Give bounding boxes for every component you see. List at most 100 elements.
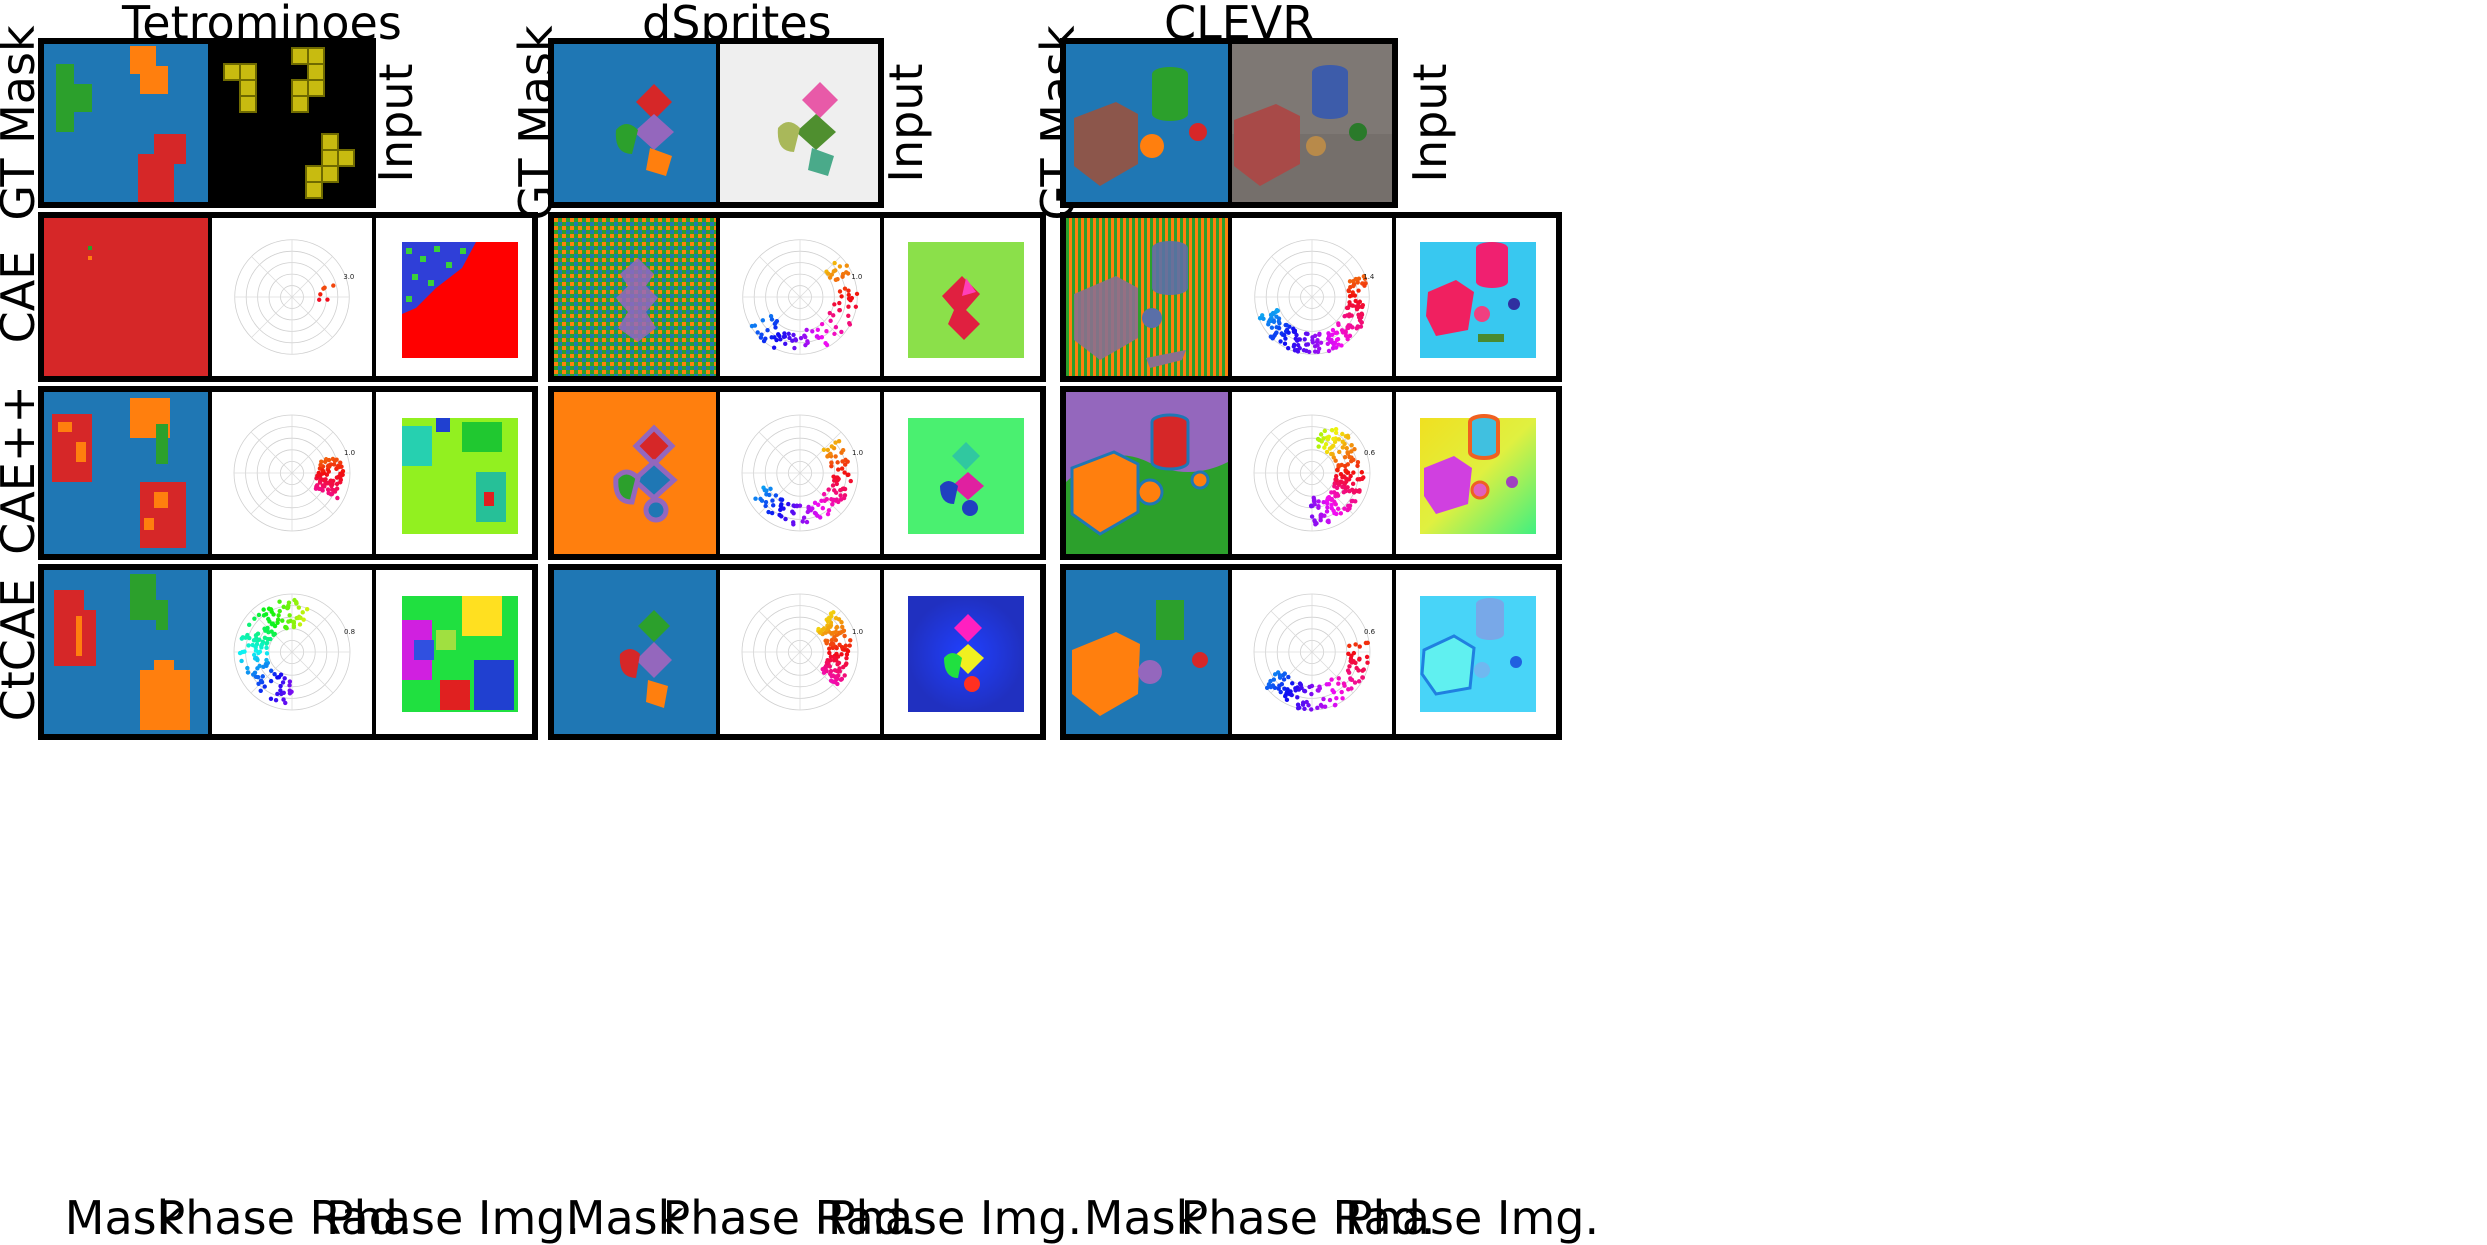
polar-point [765, 327, 770, 333]
polar-point [1285, 346, 1291, 351]
polar-point [839, 466, 845, 471]
polar-point [1352, 680, 1358, 685]
polar-grid-spoke [1270, 431, 1313, 474]
polar-point [271, 612, 276, 617]
polar-point [829, 444, 834, 449]
gt-mask-image-tetrominoes [44, 44, 208, 202]
polar-point [275, 617, 281, 622]
polar-point [1347, 333, 1353, 338]
polar-point [1318, 432, 1324, 437]
polar-point [1353, 298, 1358, 304]
polar-point [824, 639, 830, 644]
polar-point [317, 297, 322, 302]
polar-point [1347, 454, 1352, 460]
polar-point [1346, 325, 1351, 331]
polar-point [773, 325, 778, 330]
polar-point [1329, 496, 1335, 502]
polar-point [755, 330, 760, 335]
polar-point [1316, 346, 1322, 351]
polar-point [837, 300, 842, 306]
polar-point [1295, 342, 1301, 348]
polar-point [821, 626, 827, 631]
polar-point [827, 310, 832, 316]
polar-point [1303, 331, 1309, 336]
polar-point [1279, 681, 1285, 687]
polar-grid-spoke [291, 651, 334, 694]
polar-point [763, 336, 768, 341]
polar-point [842, 633, 847, 639]
polar-point [266, 616, 271, 622]
polar-point [1326, 331, 1331, 336]
polar-point [1333, 502, 1338, 507]
polar-point [760, 318, 766, 323]
polar-point [245, 665, 250, 671]
polar-point [845, 649, 851, 654]
polar-point [829, 614, 834, 619]
polar-point [1329, 502, 1334, 508]
row-label-input-1: Input [369, 63, 423, 183]
polar-point [1271, 319, 1277, 324]
polar-grid-spoke [759, 256, 801, 298]
polar-point [827, 275, 833, 280]
polar-point [1344, 445, 1349, 451]
ctcae-phase-img-tetrominoes [376, 570, 532, 734]
polar-point [817, 630, 823, 635]
polar-point [335, 495, 340, 501]
polar-point [340, 472, 345, 477]
polar-point [846, 304, 851, 309]
polar-point [278, 672, 284, 677]
polar-point [763, 499, 769, 505]
caepp-phase-img-tetrominoes [376, 392, 532, 554]
polar-point [1347, 279, 1353, 284]
polar-point [1346, 477, 1352, 482]
polar-point [280, 680, 286, 685]
ctcae-mask-tetrominoes [44, 570, 208, 734]
polar-point [283, 700, 288, 706]
polar-point [1286, 674, 1291, 680]
polar-point [769, 317, 775, 322]
polar-point [1338, 472, 1344, 477]
polar-grid-spoke [250, 431, 293, 474]
polar-point [853, 304, 859, 309]
polar-point [846, 292, 851, 298]
polar-point [1345, 485, 1350, 490]
polar-point [1343, 468, 1348, 473]
polar-point [1277, 673, 1283, 678]
row-label-caepp: CAE++ [0, 385, 45, 555]
polar-point [1344, 305, 1350, 311]
polar-point [829, 463, 834, 469]
polar-point [842, 286, 848, 291]
polar-point [264, 663, 269, 669]
polar-point [1349, 498, 1354, 504]
polar-point [326, 469, 331, 474]
polar-point [1359, 320, 1364, 325]
polar-point [1360, 675, 1365, 680]
gt-panel-dsprites [548, 38, 884, 208]
polar-point [787, 335, 792, 341]
polar-point [842, 673, 847, 678]
caepp-phase-rad-tetrominoes: 1.0 [212, 392, 372, 554]
polar-point [331, 462, 337, 467]
polar-point [847, 297, 852, 302]
polar-point [332, 458, 338, 464]
polar-point [1284, 697, 1290, 703]
polar-point [820, 505, 826, 511]
cae-phase-img-clevr [1396, 218, 1556, 376]
polar-point [1359, 470, 1365, 475]
polar-point [269, 622, 275, 627]
polar-point [1349, 313, 1354, 318]
polar-point [1330, 451, 1335, 457]
polar-grid-spoke [759, 296, 801, 338]
polar-point [1323, 442, 1329, 447]
polar-point [277, 599, 282, 604]
polar-point [827, 646, 832, 651]
polar-point [326, 457, 332, 463]
polar-point [294, 601, 299, 606]
polar-point [1331, 690, 1337, 695]
ctcae-panel-dsprites: 1.0 [548, 564, 1046, 740]
ctcae-phase-rad-clevr: 0.6 [1232, 570, 1392, 734]
polar-point [1347, 300, 1352, 305]
polar-point [1325, 501, 1330, 506]
polar-point [282, 676, 287, 681]
polar-point [798, 335, 804, 341]
